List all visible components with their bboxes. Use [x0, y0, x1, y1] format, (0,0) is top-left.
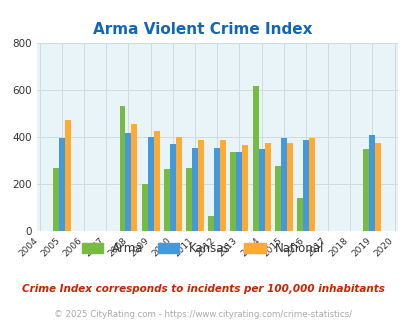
Bar — [302, 141, 308, 231]
Bar — [280, 138, 286, 231]
Bar — [185, 168, 192, 231]
Bar — [274, 166, 280, 231]
Bar — [153, 131, 159, 231]
Bar — [59, 138, 65, 231]
Bar — [198, 141, 203, 231]
Bar — [214, 148, 220, 231]
Text: Arma Violent Crime Index: Arma Violent Crime Index — [93, 22, 312, 37]
Legend: Arma, Kansas, National: Arma, Kansas, National — [77, 237, 328, 260]
Text: Crime Index corresponds to incidents per 100,000 inhabitants: Crime Index corresponds to incidents per… — [21, 284, 384, 294]
Bar — [242, 145, 248, 231]
Bar — [65, 120, 71, 231]
Bar — [119, 106, 125, 231]
Bar — [192, 148, 198, 231]
Bar — [220, 141, 226, 231]
Bar — [252, 86, 258, 231]
Bar — [308, 138, 314, 231]
Bar — [286, 143, 292, 231]
Bar — [236, 152, 242, 231]
Bar — [258, 149, 264, 231]
Bar — [264, 143, 270, 231]
Bar — [296, 198, 302, 231]
Bar — [169, 144, 175, 231]
Bar — [230, 152, 236, 231]
Bar — [53, 168, 59, 231]
Bar — [131, 124, 137, 231]
Bar — [164, 169, 169, 231]
Bar — [125, 133, 131, 231]
Text: © 2025 CityRating.com - https://www.cityrating.com/crime-statistics/: © 2025 CityRating.com - https://www.city… — [54, 310, 351, 319]
Bar — [369, 135, 375, 231]
Bar — [175, 137, 181, 231]
Bar — [362, 149, 369, 231]
Bar — [147, 137, 153, 231]
Bar — [375, 143, 381, 231]
Bar — [208, 216, 214, 231]
Bar — [141, 184, 147, 231]
